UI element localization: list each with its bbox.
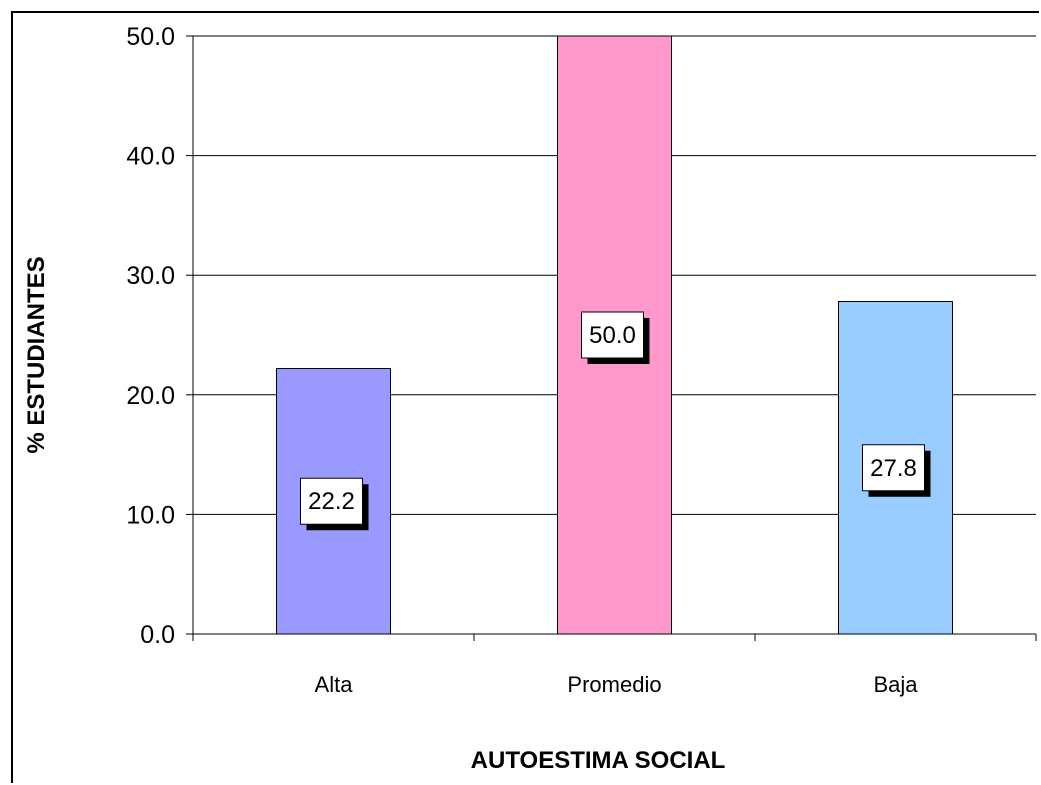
- x-tick-label: Promedio: [567, 672, 661, 697]
- y-axis-title: % ESTUDIANTES: [23, 256, 50, 453]
- data-label-box: [581, 311, 644, 359]
- axes: 0.0 10.0 20.0 30.0 40.0 50.0 Alta Promedio Baja: [126, 23, 1037, 697]
- y-tick-label: 40.0: [126, 143, 175, 171]
- data-label-box: [862, 444, 925, 492]
- y-tick-label: 30.0: [126, 262, 175, 290]
- bars: [276, 35, 953, 635]
- x-tick-label: Baja: [873, 672, 918, 697]
- data-label: 50.0: [589, 322, 636, 349]
- data-label-box: [300, 477, 363, 525]
- y-tick-label: 50.0: [126, 23, 175, 51]
- chart-frame: [11, 11, 1039, 783]
- data-label: 22.2: [308, 488, 355, 515]
- x-tick-label: Alta: [315, 672, 354, 697]
- y-tick-label: 10.0: [126, 501, 175, 529]
- y-tick-label: 20.0: [126, 382, 175, 410]
- y-tick-label: 0.0: [140, 621, 175, 649]
- data-labels: 22.2 50.0 27.8: [300, 311, 931, 531]
- x-axis-title: AUTOESTIMA SOCIAL: [471, 747, 726, 774]
- data-label: 27.8: [870, 455, 917, 482]
